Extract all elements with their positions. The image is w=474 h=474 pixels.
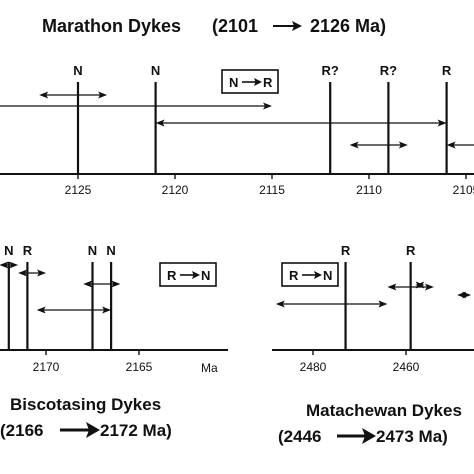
age-range-arrow: [36, 306, 112, 314]
age-range-arrow: [83, 280, 121, 288]
age-range-arrow: [275, 300, 388, 308]
axis-tick-label: 2480: [300, 360, 327, 374]
axis-tick-label: 2165: [126, 360, 153, 374]
polarity-transition-box: R N: [159, 262, 217, 287]
polarity-label: R: [341, 243, 351, 258]
age-ranges: [0, 91, 474, 149]
age-ranges: [275, 281, 472, 308]
age-range-arrow: [446, 141, 474, 149]
panel-title: Matachewan Dykes: [306, 401, 462, 420]
polarity-label: N: [73, 63, 82, 78]
box-from-label: R: [289, 268, 299, 283]
polarity-lines: N N R? R? R R: [73, 63, 452, 174]
polarity-label: N: [4, 243, 13, 258]
panel-range-end: 2126 Ma): [310, 16, 386, 36]
panel-range-start: (2166: [0, 421, 43, 440]
axis-ticks: 3021252120211521102105: [65, 174, 474, 197]
polarity-label: N: [106, 243, 115, 258]
box-to-label: N: [323, 268, 332, 283]
age-range-arrow: [155, 119, 447, 127]
box-to-label: R: [263, 75, 273, 90]
age-range-arrow: [18, 269, 46, 277]
axis-tick-label: 2170: [33, 360, 60, 374]
axis-tick-label: 2120: [162, 183, 189, 197]
panel-title: Marathon Dykes: [42, 16, 181, 36]
panel-title: Biscotasing Dykes: [10, 395, 161, 414]
axis-ticks: 2480 2460: [300, 350, 420, 374]
age-range-arrow: [349, 141, 408, 149]
panel-range-start: (2101: [212, 16, 258, 36]
polarity-label: N: [151, 63, 160, 78]
panel-range-start: (2446: [278, 427, 321, 446]
range-arrow-icon: [273, 21, 302, 31]
axis-tick-label: 2110: [356, 183, 382, 197]
polarity-label: R?: [322, 63, 339, 78]
range-arrow-icon: [337, 428, 376, 444]
age-range-arrow: [0, 102, 272, 110]
box-from-label: N: [229, 75, 238, 90]
panel-range-end: 2473 Ma): [376, 427, 448, 446]
box-from-label: R: [167, 268, 177, 283]
polarity-transition-box: N R: [221, 69, 279, 94]
polarity-label: R: [406, 243, 416, 258]
axis-tick-label: 2105: [453, 183, 474, 197]
axis-unit: Ma: [201, 361, 218, 375]
age-range-arrow: [39, 91, 108, 99]
polarity-label: N: [88, 243, 97, 258]
axis-tick-label: 2125: [65, 183, 92, 197]
box-to-label: N: [201, 268, 210, 283]
axis-tick-label: 2460: [393, 360, 420, 374]
panel-marathon: Marathon Dykes (2101 2126 Ma) N R 302125…: [0, 16, 474, 197]
panel-range-end: 2172 Ma): [100, 421, 172, 440]
range-arrow-icon: [60, 422, 100, 438]
axis-tick-label: 2115: [259, 183, 285, 197]
polarity-label: R: [442, 63, 452, 78]
axis-ticks: 2170 2165: [33, 350, 153, 374]
age-ranges: [0, 261, 121, 314]
age-range-arrow: [457, 291, 472, 299]
polarity-transition-box: R N: [281, 262, 339, 287]
polarity-label: R?: [380, 63, 397, 78]
age-range-arrow: [387, 283, 434, 291]
polarity-label: R: [23, 243, 33, 258]
age-range-arrow: [0, 261, 19, 269]
